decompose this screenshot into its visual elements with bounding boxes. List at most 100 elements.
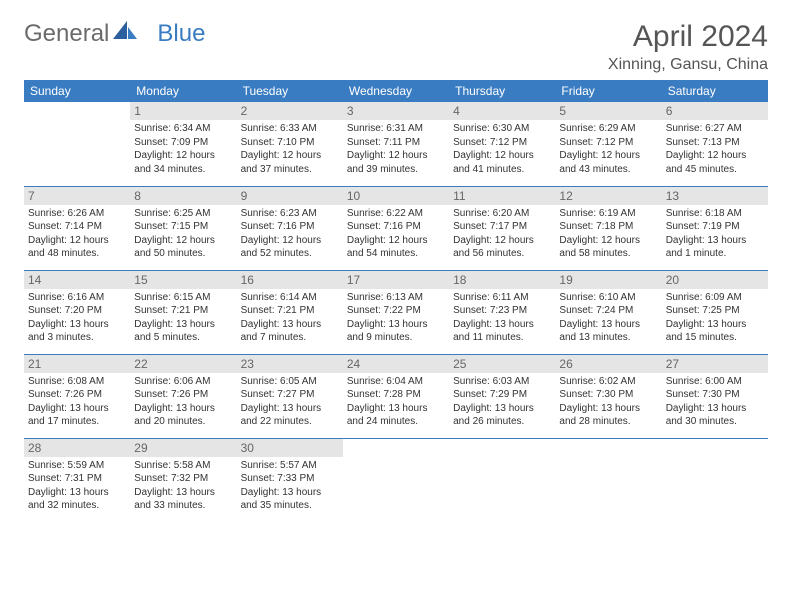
day-number: 18 [449,271,555,289]
calendar-day-cell: 14Sunrise: 6:16 AMSunset: 7:20 PMDayligh… [24,270,130,354]
title-block: April 2024 Xinning, Gansu, China [608,20,768,74]
day-detail-line: Daylight: 13 hours [28,318,126,332]
calendar-day-cell: 9Sunrise: 6:23 AMSunset: 7:16 PMDaylight… [237,186,343,270]
day-number: 22 [130,355,236,373]
calendar-day-cell: 21Sunrise: 6:08 AMSunset: 7:26 PMDayligh… [24,354,130,438]
day-number: 15 [130,271,236,289]
day-detail-line: and 58 minutes. [559,247,657,261]
day-detail-line: Sunrise: 6:18 AM [666,207,764,221]
calendar-day-cell [343,438,449,522]
day-detail-line: and 30 minutes. [666,415,764,429]
day-header: Saturday [662,80,768,102]
logo-text-2: Blue [157,20,205,48]
logo-text-1: General [24,20,109,48]
calendar-day-cell [449,438,555,522]
logo: General Blue [24,20,205,48]
day-number: 25 [449,355,555,373]
calendar-day-cell: 11Sunrise: 6:20 AMSunset: 7:17 PMDayligh… [449,186,555,270]
day-detail-line: Sunrise: 6:26 AM [28,207,126,221]
day-detail-line: and 41 minutes. [453,163,551,177]
day-detail-line: Sunrise: 6:27 AM [666,122,764,136]
day-detail-line: Sunset: 7:32 PM [134,472,232,486]
day-detail-line: and 13 minutes. [559,331,657,345]
calendar-day-cell: 8Sunrise: 6:25 AMSunset: 7:15 PMDaylight… [130,186,236,270]
day-number: 13 [662,187,768,205]
day-header-row: SundayMondayTuesdayWednesdayThursdayFrid… [24,80,768,102]
day-detail-line: and 24 minutes. [347,415,445,429]
day-detail-line: Sunrise: 6:03 AM [453,375,551,389]
day-header: Tuesday [237,80,343,102]
day-detail-line: Daylight: 13 hours [134,402,232,416]
day-detail-line: Daylight: 13 hours [559,402,657,416]
day-detail-line: and 48 minutes. [28,247,126,261]
day-detail-line: Sunrise: 6:08 AM [28,375,126,389]
day-detail-line: Sunset: 7:21 PM [241,304,339,318]
day-detail-line: and 50 minutes. [134,247,232,261]
calendar-day-cell: 13Sunrise: 6:18 AMSunset: 7:19 PMDayligh… [662,186,768,270]
day-detail-line: Daylight: 12 hours [453,149,551,163]
calendar-week-row: 28Sunrise: 5:59 AMSunset: 7:31 PMDayligh… [24,438,768,522]
day-detail-line: Sunrise: 6:22 AM [347,207,445,221]
calendar-day-cell: 3Sunrise: 6:31 AMSunset: 7:11 PMDaylight… [343,102,449,186]
day-header: Monday [130,80,236,102]
day-detail-line: Sunrise: 6:16 AM [28,291,126,305]
calendar-day-cell: 16Sunrise: 6:14 AMSunset: 7:21 PMDayligh… [237,270,343,354]
day-detail-line: Sunrise: 6:15 AM [134,291,232,305]
day-number: 10 [343,187,449,205]
calendar-day-cell: 24Sunrise: 6:04 AMSunset: 7:28 PMDayligh… [343,354,449,438]
day-number: 28 [24,439,130,457]
day-detail-line: Sunrise: 6:19 AM [559,207,657,221]
day-detail-line: Daylight: 12 hours [559,234,657,248]
day-detail-line: Daylight: 12 hours [347,149,445,163]
day-detail-line: Daylight: 13 hours [453,402,551,416]
day-detail-line: Sunset: 7:12 PM [559,136,657,150]
day-number: 19 [555,271,661,289]
day-detail-line: Sunrise: 6:13 AM [347,291,445,305]
day-detail-line: Daylight: 13 hours [28,402,126,416]
day-detail-line: Daylight: 13 hours [241,486,339,500]
day-detail-line: Sunrise: 6:25 AM [134,207,232,221]
day-detail-line: Daylight: 13 hours [453,318,551,332]
day-detail-line: Sunset: 7:17 PM [453,220,551,234]
day-detail-line: Sunset: 7:22 PM [347,304,445,318]
day-detail-line: Sunset: 7:20 PM [28,304,126,318]
calendar-day-cell: 29Sunrise: 5:58 AMSunset: 7:32 PMDayligh… [130,438,236,522]
day-detail-line: Daylight: 13 hours [241,318,339,332]
day-detail-line: Sunrise: 6:06 AM [134,375,232,389]
day-number: 5 [555,102,661,120]
day-number: 9 [237,187,343,205]
day-detail-line: Sunrise: 6:23 AM [241,207,339,221]
calendar-day-cell [662,438,768,522]
calendar-day-cell: 6Sunrise: 6:27 AMSunset: 7:13 PMDaylight… [662,102,768,186]
day-detail-line: and 15 minutes. [666,331,764,345]
day-detail-line: and 26 minutes. [453,415,551,429]
day-detail-line: Daylight: 12 hours [347,234,445,248]
location-text: Xinning, Gansu, China [608,56,768,74]
day-detail-line: Daylight: 13 hours [134,486,232,500]
calendar-day-cell: 30Sunrise: 5:57 AMSunset: 7:33 PMDayligh… [237,438,343,522]
day-detail-line: Daylight: 12 hours [241,149,339,163]
day-detail-line: Sunset: 7:16 PM [241,220,339,234]
day-number: 24 [343,355,449,373]
day-detail-line: and 22 minutes. [241,415,339,429]
day-number: 3 [343,102,449,120]
day-number: 12 [555,187,661,205]
day-detail-line: and 5 minutes. [134,331,232,345]
day-detail-line: Sunrise: 6:09 AM [666,291,764,305]
day-detail-line: Daylight: 13 hours [134,318,232,332]
day-detail-line: Sunset: 7:11 PM [347,136,445,150]
day-detail-line: and 11 minutes. [453,331,551,345]
calendar-day-cell: 23Sunrise: 6:05 AMSunset: 7:27 PMDayligh… [237,354,343,438]
calendar-day-cell: 25Sunrise: 6:03 AMSunset: 7:29 PMDayligh… [449,354,555,438]
calendar-day-cell: 28Sunrise: 5:59 AMSunset: 7:31 PMDayligh… [24,438,130,522]
calendar-week-row: 7Sunrise: 6:26 AMSunset: 7:14 PMDaylight… [24,186,768,270]
day-detail-line: Sunrise: 5:59 AM [28,459,126,473]
day-detail-line: Sunrise: 6:05 AM [241,375,339,389]
day-detail-line: Sunset: 7:21 PM [134,304,232,318]
calendar-day-cell: 20Sunrise: 6:09 AMSunset: 7:25 PMDayligh… [662,270,768,354]
day-detail-line: Sunrise: 6:10 AM [559,291,657,305]
day-detail-line: Sunrise: 6:04 AM [347,375,445,389]
day-number: 2 [237,102,343,120]
day-detail-line: Sunset: 7:33 PM [241,472,339,486]
day-detail-line: Sunset: 7:23 PM [453,304,551,318]
